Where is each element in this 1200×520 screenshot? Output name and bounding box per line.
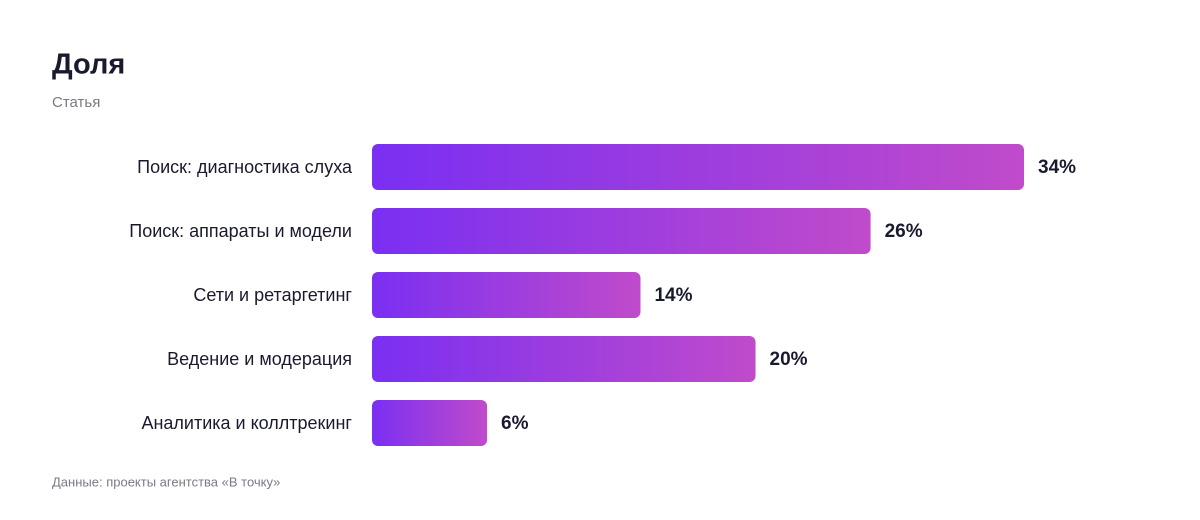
chart-title: Доля: [52, 49, 125, 81]
bar: [372, 336, 756, 382]
category-label: Поиск: диагностика слуха: [137, 157, 353, 177]
value-label: 26%: [885, 221, 923, 242]
category-label: Сети и ретаргетинг: [193, 285, 352, 305]
value-label: 34%: [1038, 157, 1076, 178]
bar: [372, 208, 871, 254]
bar: [372, 272, 641, 318]
category-label: Ведение и модерация: [167, 349, 352, 369]
value-label: 6%: [501, 413, 529, 434]
category-label: Поиск: аппараты и модели: [129, 221, 352, 241]
bar: [372, 144, 1024, 190]
bar: [372, 400, 488, 446]
category-label: Аналитика и коллтрекинг: [141, 413, 352, 433]
value-label: 20%: [770, 349, 808, 370]
source-note: Данные: проекты агентства «В точку»: [52, 474, 280, 489]
value-label: 14%: [654, 285, 692, 306]
chart-subtitle: Статья: [52, 94, 100, 111]
